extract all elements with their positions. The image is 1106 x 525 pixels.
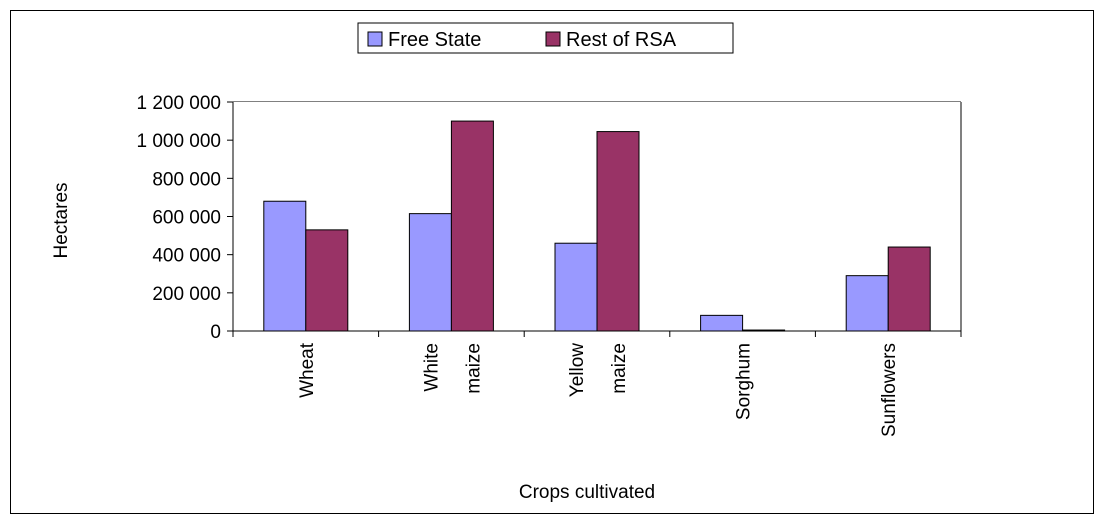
bar-rest-of-rsa-white-maize: [450, 120, 494, 332]
y-tick-label: 200 000: [152, 284, 221, 305]
y-tick-label: 1 200 000: [136, 93, 221, 114]
bar-rest-of-rsa-sunflowers: [887, 246, 931, 332]
bar-free-state-wheat: [263, 200, 307, 332]
y-axis-title: Hectares: [51, 182, 72, 258]
x-tick-label: maize: [463, 343, 484, 394]
bar-free-state-white-maize: [408, 213, 452, 332]
legend: Free State Rest of RSA: [357, 22, 734, 54]
bar-free-state-yellow-maize: [554, 242, 598, 332]
x-tick-label: Sunflowers: [879, 343, 900, 437]
chart-frame: Free State Rest of RSA 0 200 000 400 000 600…: [10, 10, 1094, 514]
x-tick-label: Sorghum: [734, 343, 755, 420]
bar-free-state-sorghum: [700, 314, 744, 332]
x-tick-label: Yellow: [567, 343, 588, 398]
y-tick-label: 0: [210, 322, 221, 343]
y-tick-label: 600 000: [152, 208, 221, 229]
y-tick-label: 800 000: [152, 169, 221, 190]
bar-free-state-sunflowers: [845, 275, 889, 332]
axis-labels: 0 200 000 400 000 600 000 800 000 1 000 000 1 …: [51, 93, 900, 503]
bar-rest-of-rsa-wheat: [305, 229, 349, 332]
bar-rest-of-rsa-yellow-maize: [596, 131, 640, 332]
x-tick-label: maize: [609, 343, 630, 394]
legend-label: Rest of RSA: [566, 29, 677, 51]
bars: [263, 120, 931, 332]
bar-chart: Free State Rest of RSA 0 200 000 400 000 600…: [51, 22, 962, 503]
x-tick-label: Wheat: [297, 342, 318, 398]
legend-swatch: [367, 31, 383, 47]
x-tick-label: White: [421, 343, 442, 392]
legend-swatch: [545, 31, 561, 47]
x-axis-title: Crops cultivated: [519, 482, 655, 503]
y-tick-label: 1 000 000: [136, 131, 221, 152]
axes: [227, 101, 962, 337]
legend-label: Free State: [388, 29, 481, 51]
y-tick-label: 400 000: [152, 246, 221, 267]
